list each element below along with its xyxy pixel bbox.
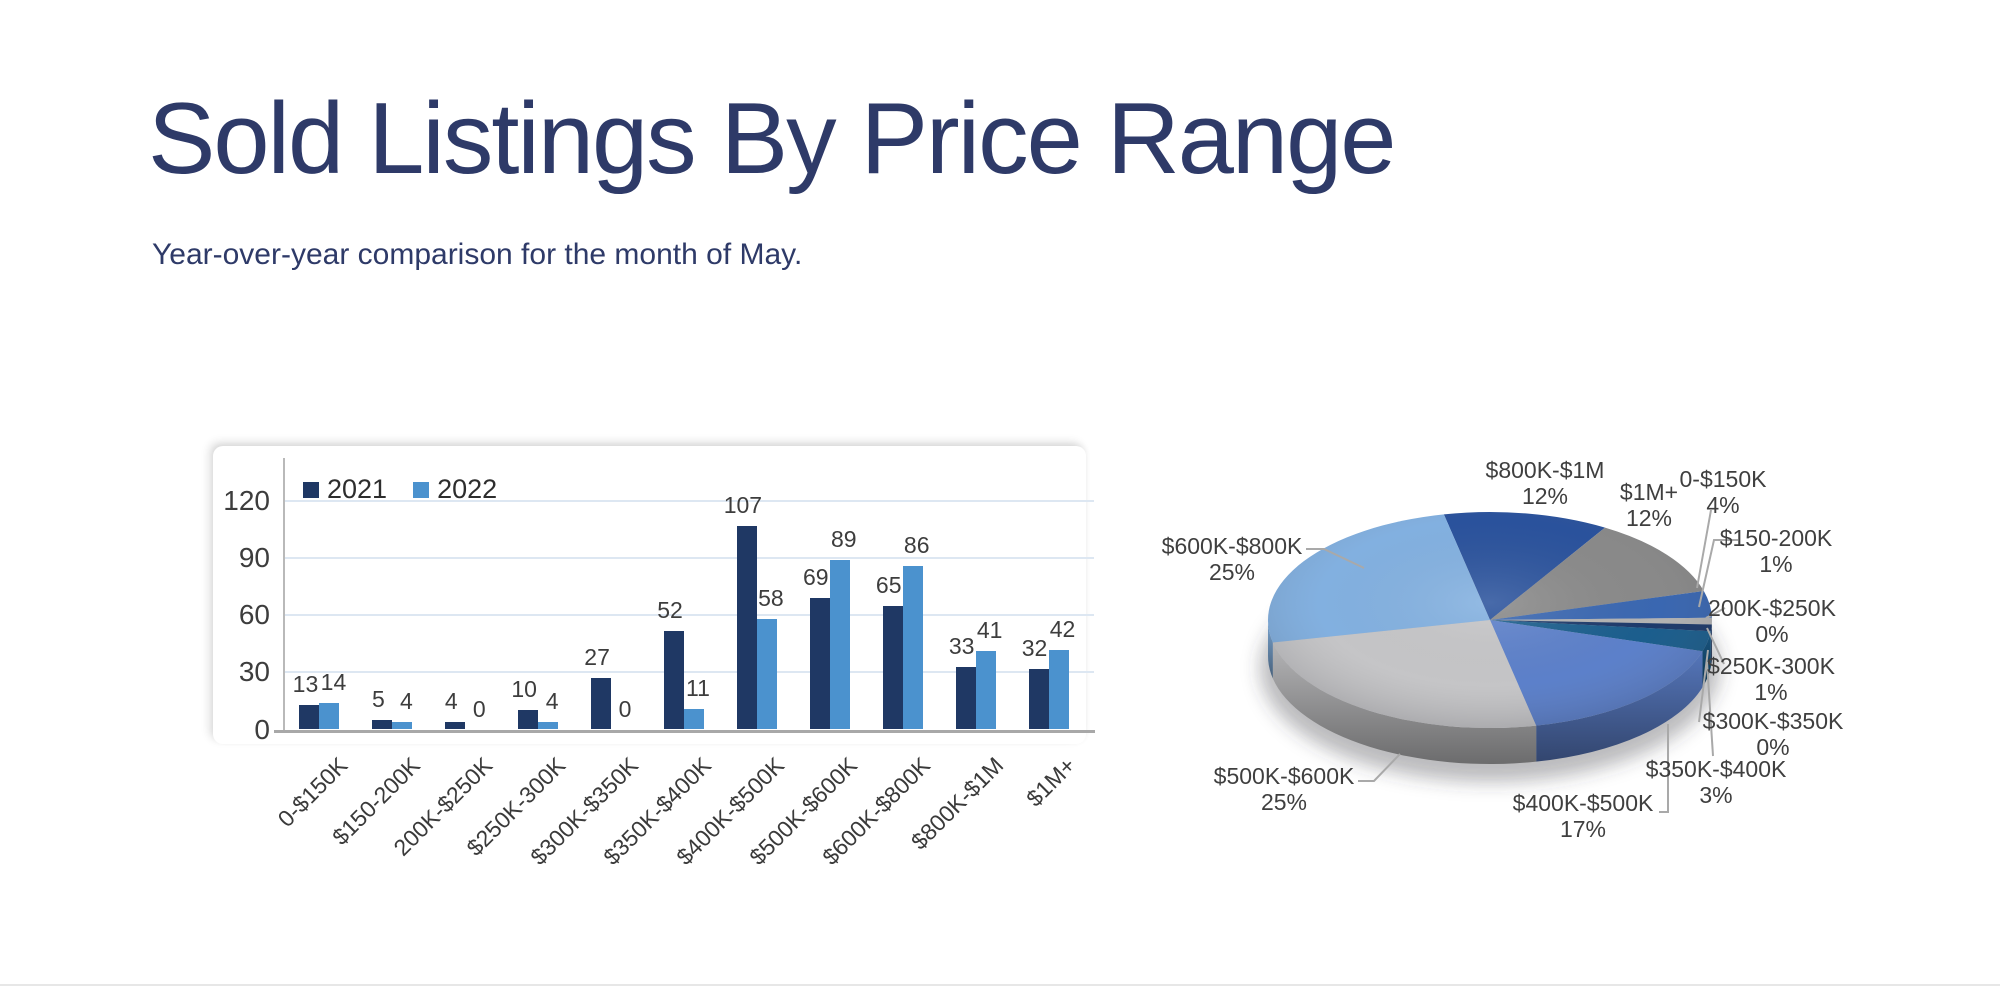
bar-gridline — [284, 500, 1094, 503]
y-axis-tick-label: 90 — [238, 542, 270, 574]
y-axis-tick-label: 0 — [254, 713, 270, 745]
bar-gridline — [284, 671, 1094, 674]
pie-leader-$400K-$500K — [1659, 724, 1669, 813]
bar-value-label: 107 — [723, 491, 763, 518]
pie-leader-$250K-300K — [1706, 627, 1725, 665]
pie-label-200K-$250K: 200K-$250K 0% — [1708, 595, 1836, 647]
pie-side-$600K-$800K — [1268, 620, 1273, 679]
bar-value-label: 13 — [292, 670, 319, 697]
bar-gridline — [284, 557, 1094, 560]
bar-2021-6 — [736, 525, 757, 730]
y-axis-tick-label: 30 — [238, 656, 270, 688]
pie-label-$500K-$600K: $500K-$600K 25% — [1213, 763, 1355, 815]
y-axis-tick-label: 120 — [223, 485, 270, 517]
pie-side-$400K-$500K — [1536, 651, 1703, 762]
bar-2022-6 — [756, 619, 777, 730]
bar-value-label: 41 — [976, 617, 1003, 644]
pie-label-$150-200K: $150-200K 1% — [1719, 525, 1833, 577]
pie-label-$350K-$400K: $350K-$400K 3% — [1645, 756, 1787, 808]
bottom-divider — [0, 984, 2000, 986]
bar-chart-legend: 2021 2022 — [303, 474, 497, 505]
legend-item-2021: 2021 — [303, 474, 387, 505]
bar-value-label: 10 — [511, 676, 537, 703]
bar-gridline — [284, 614, 1094, 617]
bar-value-label: 0 — [472, 695, 486, 722]
bar-2022-0 — [319, 702, 340, 730]
bar-2021-8 — [882, 605, 903, 730]
pie-label-$1M+: $1M+ 12% — [1619, 479, 1679, 531]
bar-value-label: 33 — [948, 632, 975, 659]
bar-value-label: 69 — [803, 564, 829, 591]
legend-swatch-2022 — [413, 481, 430, 498]
pie-label-$400K-$500K: $400K-$500K 17% — [1512, 790, 1654, 842]
bar-2021-5 — [664, 630, 684, 730]
bar-chart-panel — [213, 446, 1086, 744]
bar-2021-2 — [445, 721, 466, 730]
bar-2022-7 — [829, 560, 850, 730]
bar-2022-5 — [684, 708, 704, 730]
bar-2022-8 — [902, 565, 923, 730]
bar-value-label: 11 — [686, 674, 710, 701]
bar-value-label: 86 — [903, 531, 930, 558]
pie-leader-$300K-$350K — [1698, 649, 1709, 723]
bar-2022-10 — [1048, 649, 1069, 730]
page-title: Sold Listings By Price Range — [148, 83, 1396, 195]
legend-label-2022: 2022 — [437, 474, 498, 504]
page-subtitle: Year-over-year comparison for the month … — [152, 238, 803, 271]
bar-value-label: 65 — [875, 571, 902, 598]
bar-value-label: 5 — [371, 685, 385, 712]
bar-value-label: 89 — [831, 526, 857, 553]
legend-item-2022: 2022 — [413, 474, 497, 505]
pie-leader-$500K-$600K — [1358, 753, 1401, 782]
bar-2021-1 — [372, 719, 393, 730]
x-axis-line — [274, 729, 1095, 733]
bar-2022-9 — [975, 651, 996, 730]
pie-label-$800K-$1M: $800K-$1M 12% — [1485, 457, 1605, 509]
bar-2022-3 — [538, 721, 559, 730]
bar-value-label: 27 — [584, 644, 610, 671]
bar-2022-1 — [392, 721, 413, 730]
pie-label-$300K-$350K: $300K-$350K 0% — [1702, 708, 1844, 760]
pie-label-$600K-$800K: $600K-$800K 25% — [1161, 533, 1303, 585]
pie-leader-200K-$250K — [1705, 607, 1726, 619]
pie-label-0-$150K: 0-$150K 4% — [1679, 466, 1767, 518]
bar-value-label: 4 — [545, 687, 559, 714]
pie-leader-$350K-$400K — [1706, 661, 1714, 757]
pie-leader-$150-200K — [1698, 539, 1738, 608]
bar-value-label: 0 — [618, 695, 632, 722]
bar-value-label: 42 — [1049, 615, 1076, 642]
bar-value-label: 4 — [444, 687, 458, 714]
pie-leader-$600K-$800K — [1306, 548, 1365, 569]
y-axis-line — [283, 458, 285, 730]
bar-2021-10 — [1028, 668, 1049, 730]
pie-side-$500K-$600K — [1272, 642, 1537, 765]
bar-2021-7 — [809, 598, 830, 730]
bar-value-label: 14 — [320, 668, 347, 695]
pie-top-shading — [1268, 512, 1712, 728]
bar-2021-0 — [299, 704, 320, 730]
pie-label-$250K-300K: $250K-300K 1% — [1707, 653, 1835, 705]
legend-swatch-2021 — [303, 481, 319, 498]
bar-value-label: 4 — [399, 687, 413, 714]
bar-2021-4 — [591, 678, 612, 730]
bar-value-label: 58 — [758, 585, 784, 612]
pie-leader-0-$150K — [1696, 509, 1712, 589]
bar-2021-3 — [518, 710, 539, 730]
bar-2021-9 — [955, 666, 976, 730]
bar-value-label: 52 — [657, 596, 683, 623]
y-axis-tick-label: 60 — [238, 599, 270, 631]
legend-label-2021: 2021 — [327, 474, 388, 504]
bar-value-label: 32 — [1021, 634, 1048, 661]
